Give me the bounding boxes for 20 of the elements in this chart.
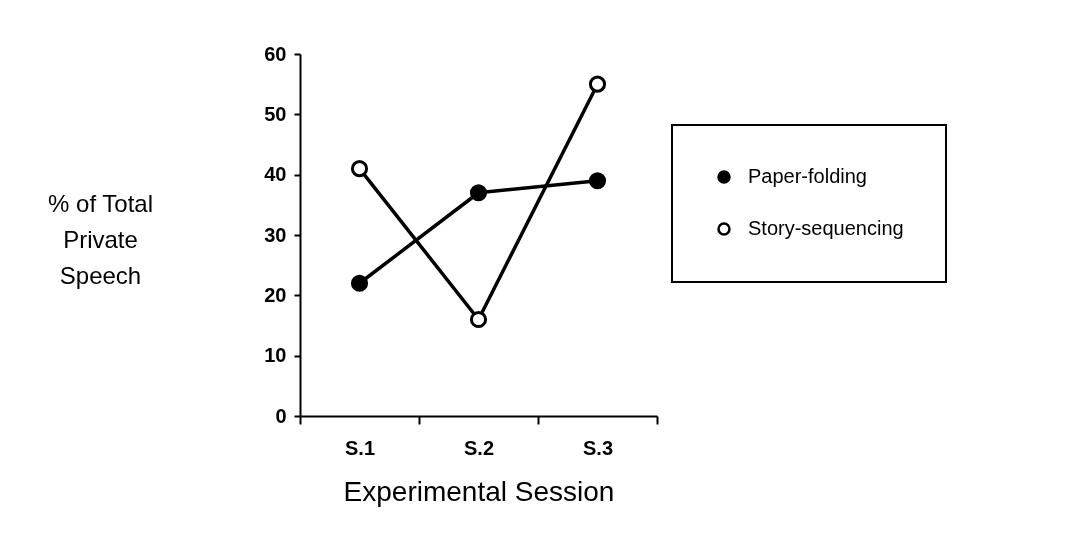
point <box>350 274 369 292</box>
point <box>588 75 607 93</box>
y-tick-label: 20 <box>264 283 287 306</box>
y-tick-label: 60 <box>264 42 287 65</box>
y-tick-label: 30 <box>264 223 287 246</box>
point <box>469 184 488 202</box>
x-tick-label: S.3 <box>582 436 614 459</box>
x-tick-label: S.2 <box>463 436 495 459</box>
x-tick-label: S.1 <box>344 436 376 459</box>
y-tick-label: 10 <box>264 344 287 367</box>
y-axis-title: % of Total Private Speech <box>48 189 153 289</box>
legend-label: Paper-folding <box>748 165 867 187</box>
point <box>588 172 607 190</box>
y-tick-label: 50 <box>264 102 287 125</box>
point <box>350 160 369 178</box>
y-tick-label: 40 <box>264 163 287 186</box>
y-tick-label: 0 <box>275 404 287 427</box>
legend-label: Story-sequencing <box>748 217 904 239</box>
x-axis-title: Experimental Session <box>343 475 615 507</box>
point <box>469 310 488 329</box>
